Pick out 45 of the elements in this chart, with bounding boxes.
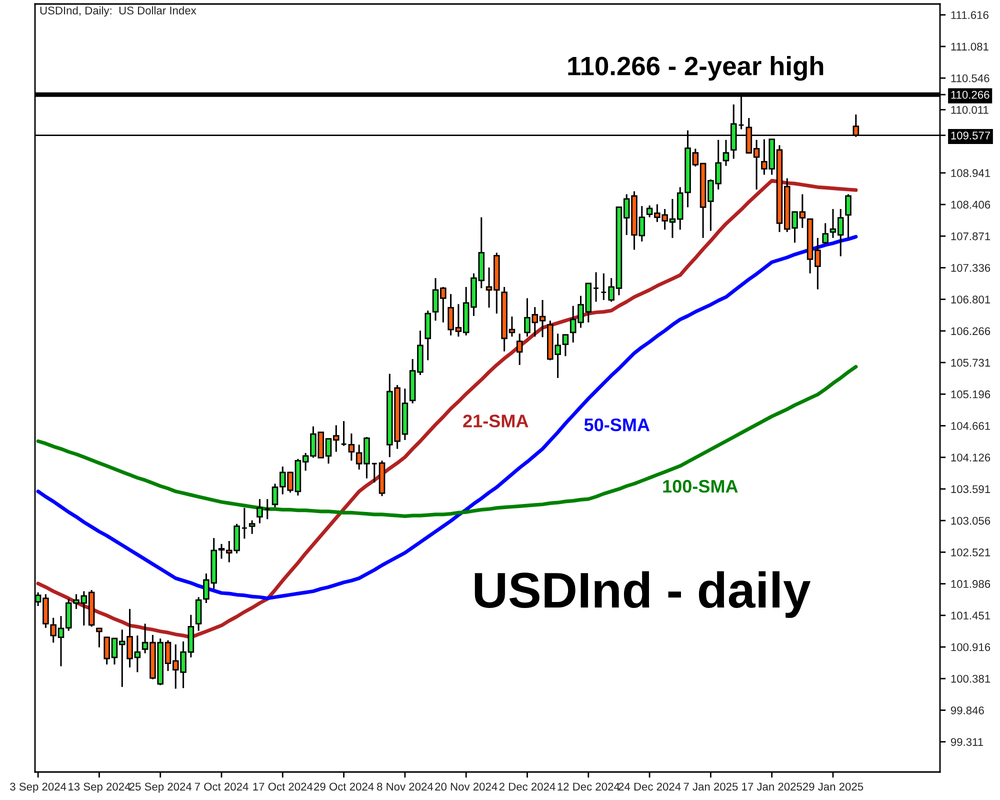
x-tick-label: 2 Dec 2024 — [499, 782, 556, 791]
y-tick-label: 103.591 — [951, 485, 990, 494]
y-tick-label: 107.871 — [951, 232, 990, 240]
x-tick-label: 24 Dec 2024 — [618, 782, 681, 791]
annotation: USDInd - daily — [474, 571, 811, 618]
series-label: 100-SMA — [663, 480, 738, 493]
x-tick-label: 20 Nov 2024 — [435, 782, 498, 791]
y-tick-label: 110.546 — [951, 74, 990, 82]
series-label: 50-SMA — [584, 418, 650, 432]
y-tick-label: 106.266 — [951, 327, 990, 336]
y-tick-label: 103.056 — [951, 516, 990, 525]
y-tick-label: 109.577 — [951, 132, 990, 140]
y-tick-label: 105.196 — [951, 390, 990, 398]
x-tick-label: 7 Oct 2024 — [194, 782, 248, 791]
y-tick-label: 108.406 — [951, 200, 990, 209]
y-tick-label: 111.616 — [951, 11, 988, 20]
y-tick-label: 99.311 — [950, 738, 984, 746]
x-tick-label: 17 Jan 2025 — [742, 782, 802, 791]
y-tick-label: 111.081 — [951, 42, 988, 51]
y-tick-label: 110.011 — [951, 106, 988, 114]
x-tick-label: 7 Jan 2025 — [684, 782, 738, 791]
x-tick-label: 12 Dec 2024 — [558, 782, 620, 791]
y-tick-label: 104.126 — [951, 454, 990, 462]
y-tick-label: 105.731 — [951, 358, 990, 367]
x-tick-label: 29 Oct 2024 — [314, 782, 374, 791]
y-tick-label: 100.916 — [951, 643, 990, 652]
y-tick-label: 108.941 — [951, 169, 990, 178]
x-tick-label: 13 Sep 2024 — [68, 782, 130, 793]
chart-title: USDInd, Daily: US Dollar Index — [40, 6, 196, 17]
ref-line-label: 110.266 - 2-year high — [568, 56, 824, 81]
y-tick-label: 107.336 — [951, 264, 990, 272]
y-tick-label: 102.521 — [951, 548, 990, 556]
y-tick-label: 99.846 — [950, 706, 984, 714]
x-tick-label: 3 Sep 2024 — [10, 782, 66, 793]
y-tick-label: 101.451 — [951, 612, 990, 620]
y-tick-label: 104.661 — [951, 422, 990, 430]
series-label: 21-SMA — [463, 414, 528, 428]
x-tick-label: 25 Sep 2024 — [129, 782, 192, 793]
y-tick-label: 110.266 — [951, 90, 990, 99]
y-tick-label: 100.381 — [951, 674, 990, 683]
x-tick-label: 17 Oct 2024 — [253, 782, 313, 791]
x-tick-label: 29 Jan 2025 — [802, 782, 864, 791]
y-tick-label: 106.801 — [951, 296, 990, 304]
x-tick-label: 8 Nov 2024 — [377, 782, 434, 791]
y-tick-label: 101.986 — [951, 580, 990, 588]
